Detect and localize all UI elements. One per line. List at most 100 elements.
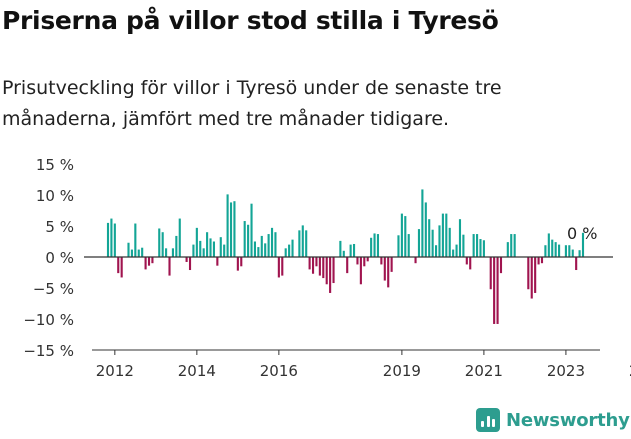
bar [226, 194, 229, 257]
bar [581, 232, 585, 257]
bar [342, 250, 345, 257]
bar [479, 239, 482, 257]
bar [397, 235, 400, 257]
bar [284, 248, 287, 257]
bar [308, 257, 311, 270]
bar [288, 244, 291, 257]
bar [428, 219, 431, 257]
bar [489, 257, 492, 290]
bar [247, 224, 250, 257]
bar [137, 249, 140, 257]
bar [277, 257, 280, 278]
x-tick-label: 2019 [383, 362, 421, 380]
chart-subtitle: Prisutveckling för villor i Tyresö under… [2, 77, 502, 130]
bar [496, 257, 499, 324]
bar [117, 257, 120, 274]
y-axis: 15 % 10 % 5 % 0 % −5 % −10 % −15 % [23, 156, 74, 360]
bar [318, 257, 321, 276]
bar [530, 257, 533, 299]
bar [380, 257, 383, 265]
bar [175, 235, 178, 257]
bar [270, 227, 274, 257]
bar [499, 257, 503, 274]
bar [257, 247, 260, 257]
bar [209, 238, 212, 257]
bar [376, 234, 380, 257]
x-tick-label: 2021 [465, 362, 503, 380]
x-axis: 2012 2014 2016 2019 2021 2023 2025 [92, 349, 631, 380]
x-tick-label: 2016 [260, 362, 298, 380]
bar [195, 227, 198, 257]
bar [322, 257, 325, 279]
bar [462, 234, 465, 257]
bar [465, 257, 468, 265]
bar [404, 216, 407, 257]
bar [305, 230, 308, 257]
bar [206, 232, 209, 257]
bar [407, 234, 410, 257]
bar [199, 240, 202, 257]
bar [540, 257, 544, 264]
bar [250, 203, 253, 257]
bar [373, 233, 376, 257]
bar [264, 243, 267, 257]
bar [414, 257, 417, 264]
bar [575, 257, 578, 271]
bar [400, 213, 403, 257]
bar [544, 245, 547, 257]
y-tick-label: 5 % [45, 218, 74, 236]
bar [188, 257, 192, 271]
bar-chart: 15 %10 %5 %0 %−5 %−10 %−15 % 2012 2014 201… [23, 156, 631, 380]
bar [424, 202, 427, 257]
bar [219, 237, 222, 257]
bar [564, 245, 567, 257]
bar [359, 257, 362, 285]
bar [547, 233, 550, 257]
bar [134, 223, 137, 257]
bar [281, 257, 284, 276]
bar [421, 189, 424, 257]
y-tick-label: −5 % [33, 280, 74, 298]
bar [223, 244, 226, 257]
bar [482, 240, 485, 257]
bar [113, 223, 116, 257]
bar [192, 244, 195, 257]
newsworthy-logo: Newsworthy [476, 408, 630, 432]
bar [171, 248, 174, 257]
bar [260, 235, 263, 257]
bar [178, 218, 181, 257]
bar [106, 222, 110, 257]
bar [339, 240, 342, 257]
bar [387, 257, 390, 288]
last-value-label: 0 % [567, 224, 597, 243]
bar [185, 257, 188, 262]
bar [168, 257, 171, 276]
bar [363, 257, 366, 267]
bar [332, 257, 335, 284]
bar [298, 230, 301, 257]
bar [141, 247, 144, 257]
bar [349, 244, 352, 257]
bar [165, 248, 168, 257]
bars [106, 189, 585, 324]
bar [229, 202, 233, 257]
bar [366, 257, 369, 262]
bar [243, 221, 246, 257]
bar [431, 229, 434, 257]
bar [144, 257, 147, 270]
bar-chart-icon [476, 408, 500, 432]
bar [510, 234, 513, 257]
bar [216, 257, 219, 266]
bar [472, 234, 475, 257]
bar [329, 257, 332, 293]
bar [158, 228, 161, 257]
bar [127, 242, 130, 257]
bar [390, 257, 393, 272]
bar [469, 257, 472, 270]
x-tick-label: 2025 [629, 362, 631, 380]
bar [315, 257, 318, 267]
bar [253, 241, 256, 257]
bar [346, 257, 349, 274]
bar [291, 239, 294, 257]
bar [441, 213, 444, 257]
